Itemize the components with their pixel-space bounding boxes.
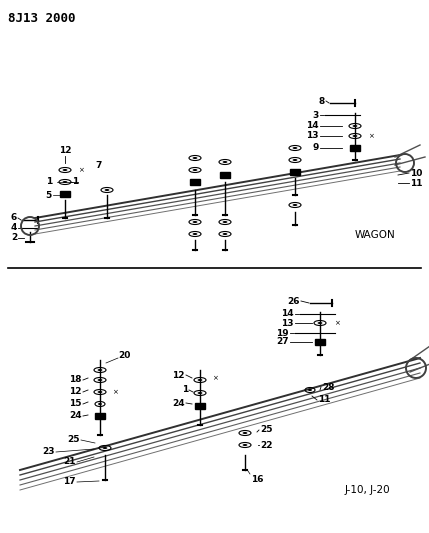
Text: 19: 19 — [276, 328, 289, 337]
Ellipse shape — [353, 125, 357, 127]
Text: 25: 25 — [260, 425, 272, 434]
Bar — [190, 179, 200, 185]
Text: 1: 1 — [182, 385, 188, 394]
Text: 8: 8 — [319, 96, 325, 106]
Ellipse shape — [193, 169, 197, 171]
Ellipse shape — [223, 221, 227, 223]
Text: 18: 18 — [69, 376, 82, 384]
Ellipse shape — [63, 169, 67, 171]
Bar — [315, 339, 325, 345]
Ellipse shape — [243, 432, 248, 434]
Text: 16: 16 — [251, 475, 263, 484]
Ellipse shape — [223, 161, 227, 163]
Text: 27: 27 — [276, 337, 289, 346]
Text: 12: 12 — [69, 387, 82, 397]
Text: 28: 28 — [322, 383, 335, 392]
Text: 21: 21 — [63, 457, 76, 466]
Ellipse shape — [63, 181, 67, 183]
Text: 24: 24 — [69, 411, 82, 421]
Text: 11: 11 — [410, 179, 423, 188]
Text: ×: × — [368, 133, 374, 139]
Text: 20: 20 — [118, 351, 130, 360]
Ellipse shape — [103, 447, 107, 449]
Ellipse shape — [293, 204, 297, 206]
Text: 14: 14 — [306, 122, 319, 131]
Text: 14: 14 — [281, 310, 294, 319]
Text: 12: 12 — [59, 146, 71, 155]
Text: 6: 6 — [11, 214, 17, 222]
Text: 1: 1 — [46, 177, 52, 187]
Text: ×: × — [112, 389, 118, 395]
Text: 4: 4 — [11, 223, 17, 232]
Text: 24: 24 — [172, 399, 185, 408]
Text: 26: 26 — [287, 296, 300, 305]
Text: 1: 1 — [72, 177, 78, 187]
Ellipse shape — [98, 369, 103, 371]
Text: ×: × — [78, 167, 84, 173]
Ellipse shape — [98, 379, 103, 381]
Ellipse shape — [105, 189, 109, 191]
Bar — [220, 172, 230, 178]
Text: 3: 3 — [313, 110, 319, 119]
Text: 7: 7 — [96, 160, 102, 169]
Text: 10: 10 — [410, 168, 423, 177]
Ellipse shape — [198, 379, 202, 381]
Ellipse shape — [193, 221, 197, 223]
Ellipse shape — [293, 159, 297, 161]
Bar — [60, 191, 70, 197]
Text: ×: × — [334, 320, 340, 326]
Ellipse shape — [293, 147, 297, 149]
Text: 11: 11 — [318, 395, 330, 405]
Bar — [290, 169, 300, 175]
Text: 17: 17 — [63, 478, 76, 487]
Ellipse shape — [243, 444, 248, 446]
Ellipse shape — [98, 391, 103, 393]
Ellipse shape — [223, 233, 227, 235]
Ellipse shape — [193, 157, 197, 159]
Bar — [195, 403, 205, 409]
Text: 13: 13 — [281, 319, 294, 327]
Text: J-10, J-20: J-10, J-20 — [345, 485, 391, 495]
Bar — [350, 145, 360, 151]
Text: 23: 23 — [42, 448, 55, 456]
Text: ×: × — [212, 375, 218, 381]
Text: 12: 12 — [172, 370, 185, 379]
Bar — [95, 413, 105, 419]
Text: 15: 15 — [69, 400, 82, 408]
Text: 8J13 2000: 8J13 2000 — [8, 12, 76, 25]
Text: 22: 22 — [260, 440, 272, 449]
Ellipse shape — [353, 135, 357, 137]
Ellipse shape — [308, 389, 312, 391]
Text: 13: 13 — [306, 132, 319, 141]
Ellipse shape — [193, 233, 197, 235]
Text: 25: 25 — [67, 435, 80, 445]
Text: 9: 9 — [313, 143, 319, 152]
Text: WAGON: WAGON — [355, 230, 396, 240]
Ellipse shape — [198, 392, 202, 394]
Ellipse shape — [98, 403, 102, 405]
Text: 5: 5 — [46, 190, 52, 199]
Text: 2: 2 — [11, 233, 17, 243]
Ellipse shape — [317, 322, 323, 324]
